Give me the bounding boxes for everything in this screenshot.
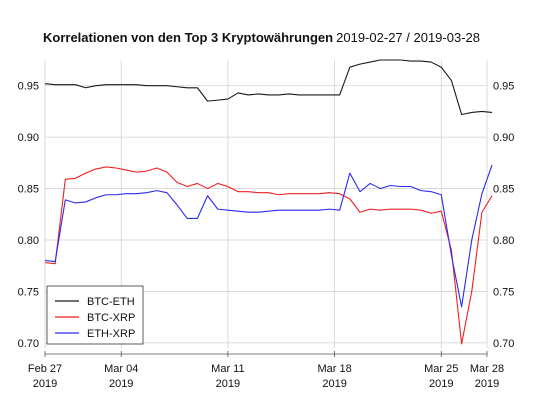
legend-label-eth-xrp: ETH-XRP: [87, 328, 135, 340]
y-tick-label-right: 0.85: [493, 184, 514, 196]
x-tick-label: Feb 27: [28, 363, 62, 375]
chart-title: Korrelationen von den Top 3 Kryptowährun…: [43, 30, 333, 45]
chart-subtitle: 2019-02-27 / 2019-03-28: [336, 30, 480, 45]
y-tick-label-left: 0.90: [18, 132, 39, 144]
x-tick-label: Mar 11: [211, 363, 244, 375]
x-tick-year-label: 2019: [109, 378, 133, 390]
axes-layer: 0.70 0.70 0.75 0.75 0.80 0.80 0.85 0.85 0.90 0.90…: [18, 81, 515, 390]
legend-label-btc-xrp: BTC-XRP: [87, 312, 135, 324]
x-tick-year-label: 2019: [475, 378, 499, 390]
x-tick-year-label: 2019: [216, 378, 240, 390]
legend-box: [46, 285, 144, 345]
series-line-btc-eth: [44, 59, 493, 116]
y-tick-label-right: 0.75: [493, 286, 514, 298]
y-tick-label-left: 0.85: [18, 184, 39, 196]
y-tick-label-left: 0.80: [18, 235, 39, 247]
legend-label-btc-eth: BTC-ETH: [87, 296, 135, 308]
x-tick-year-label: 2019: [33, 378, 57, 390]
x-tick-year-label: 2019: [429, 378, 453, 390]
x-tick-label: Mar 25: [424, 363, 458, 375]
y-tick-label-right: 0.70: [493, 338, 514, 350]
y-tick-label-left: 0.70: [18, 338, 39, 350]
y-tick-label-right: 0.80: [493, 235, 514, 247]
series-line-eth-xrp: [44, 164, 493, 308]
x-tick-label: Mar 28: [470, 363, 504, 375]
y-tick-label-right: 0.95: [493, 81, 514, 93]
y-tick-label-left: 0.95: [18, 81, 39, 93]
y-tick-label-right: 0.90: [493, 132, 514, 144]
chart-legend: BTC-ETH BTC-XRP ETH-XRP: [46, 285, 144, 345]
y-tick-label-left: 0.75: [18, 286, 39, 298]
x-tick-label: Mar 18: [317, 363, 351, 375]
series-layer: [44, 59, 493, 345]
x-tick-label: Mar 04: [104, 363, 138, 375]
series-line-btc-xrp: [44, 166, 493, 345]
x-tick-year-label: 2019: [322, 378, 346, 390]
